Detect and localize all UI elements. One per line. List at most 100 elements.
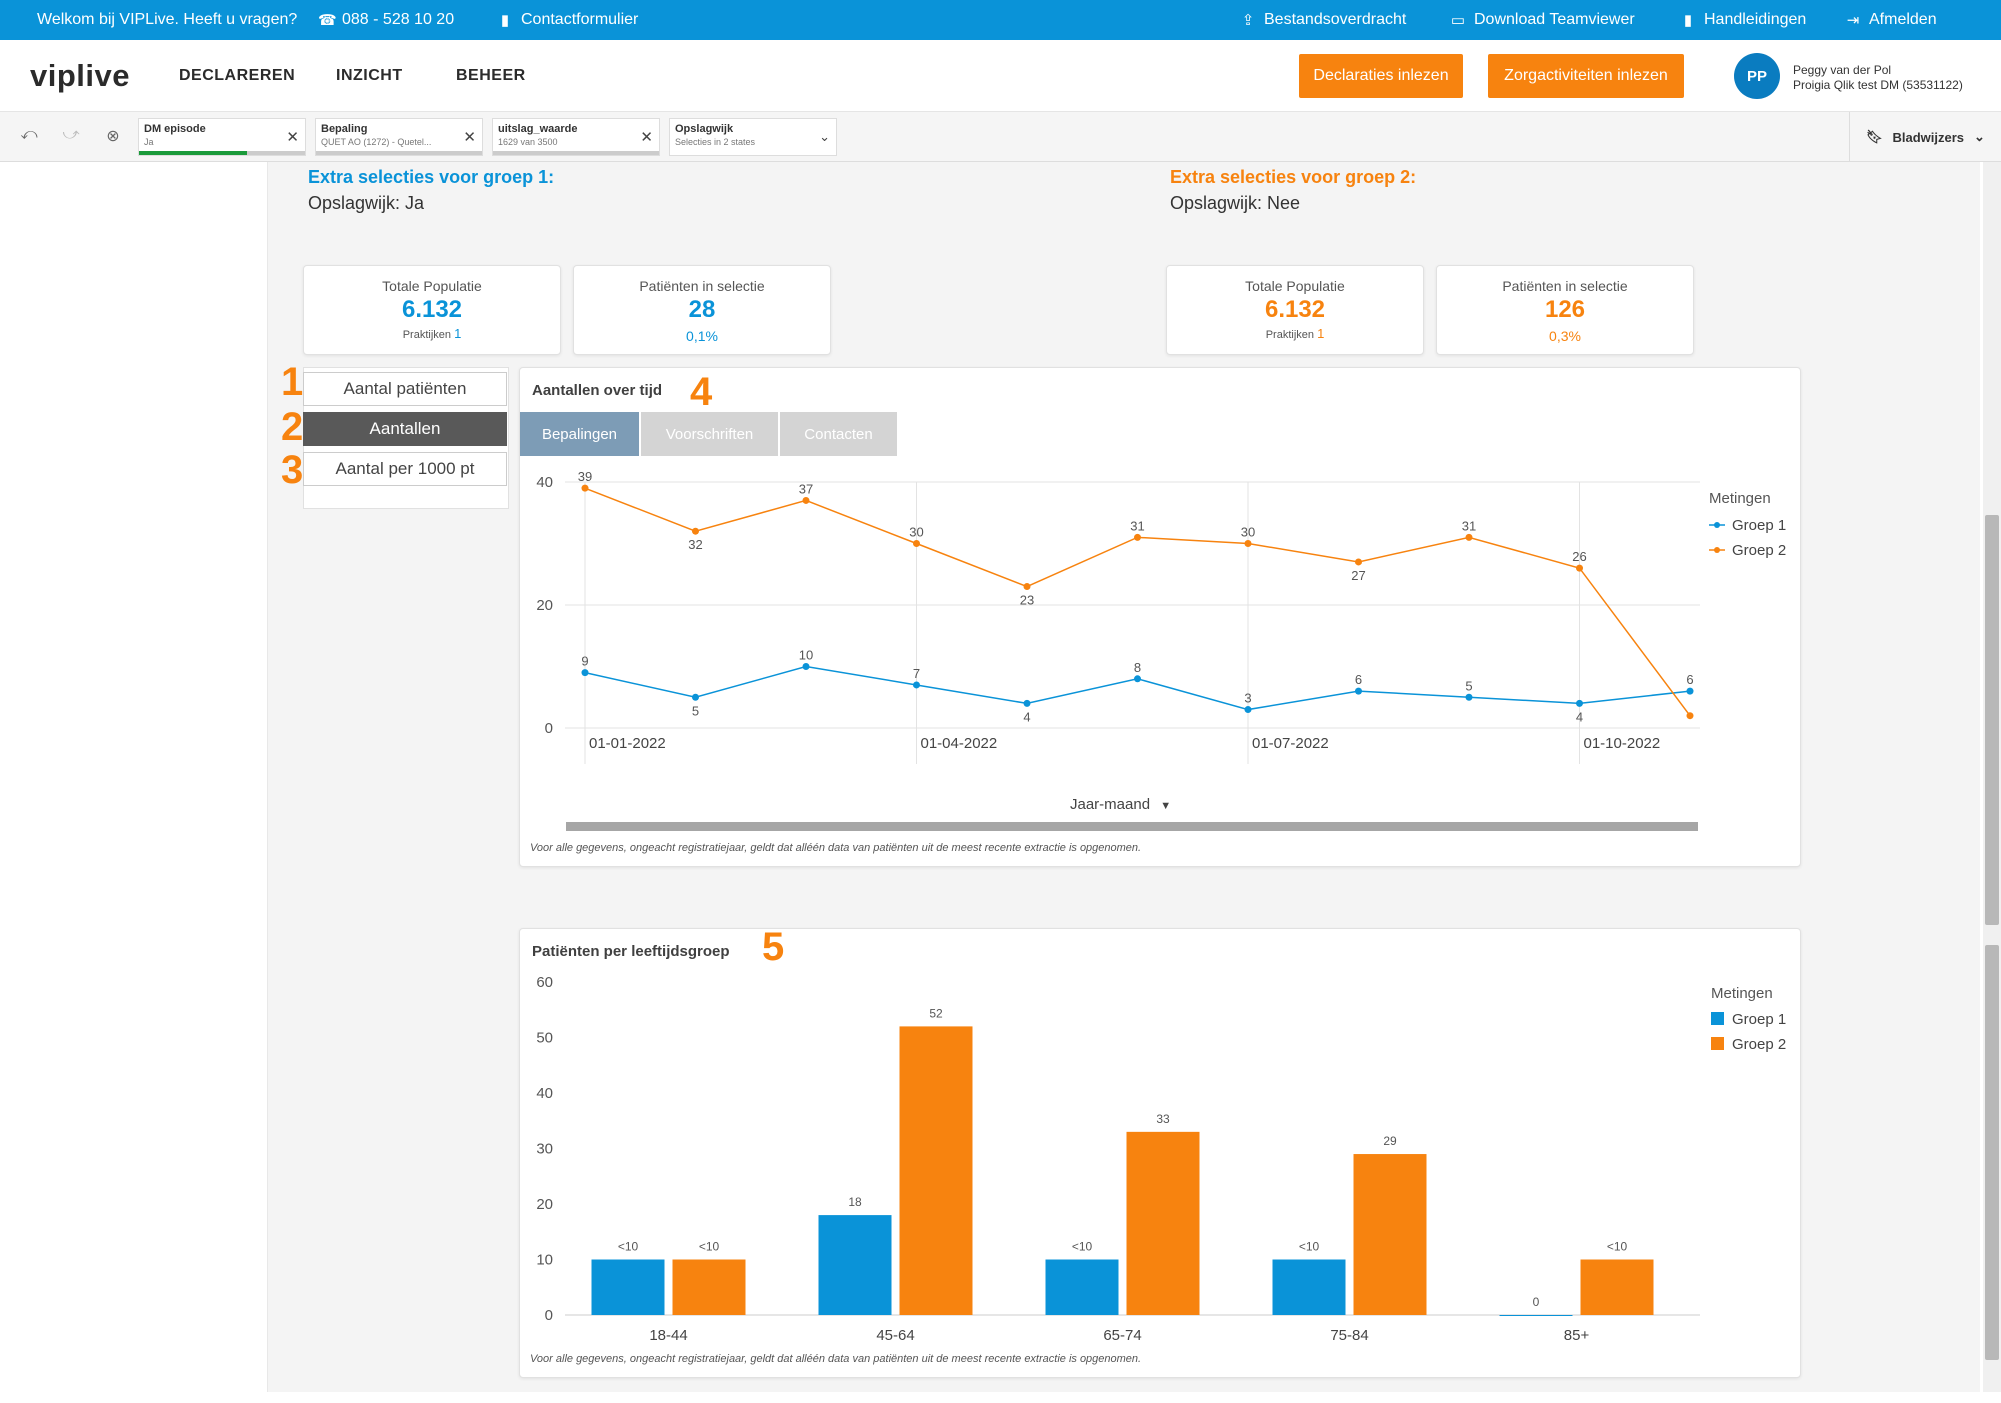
data-label: 39 [578,469,592,484]
scrollbar-thumb[interactable] [1985,515,1999,925]
marker-5: 5 [762,925,785,969]
praktijken-label: Praktijken [1265,329,1314,341]
y-tick-label: 10 [536,1252,553,1269]
bar-label: 33 [1156,1112,1170,1126]
line-chart-title: Aantallen over tijd [532,382,663,399]
bar-chart-title: Patiënten per leeftijdsgroep [532,943,730,960]
y-tick-label: 40 [536,474,553,491]
contact-link[interactable]: ▮ Contactformulier [497,11,639,29]
bar-groep-2 [1126,1131,1200,1315]
chip-title: DM episode [144,123,206,135]
chip-title: Opslagwijk [675,123,734,135]
data-point [692,693,699,701]
data-label: 23 [1020,593,1034,608]
dimension-selector[interactable]: Jaar-maand ▼ [1070,796,1171,813]
y-tick-label: 0 [545,720,553,737]
close-icon[interactable]: ✕ [286,129,299,146]
data-point [1686,712,1694,720]
clear-selections-icon[interactable]: ⊗ [106,128,120,145]
declaraties-inlezen-button[interactable]: Declaraties inlezen [1299,54,1463,98]
phone-icon: ☎ [318,12,337,29]
viplive-logo[interactable]: viplive [30,58,130,93]
welcome-label: Welkom bij VIPLive. Heeft u vragen? [37,11,298,28]
chevron-down-icon[interactable]: ⌄ [819,129,830,144]
chip-subtitle: Selecties in 2 states [675,137,756,147]
x-tick-label: 01-07-2022 [1252,735,1329,752]
x-tick-label: 45-64 [876,1327,914,1344]
data-label: 31 [1130,518,1144,533]
chevron-down-icon: ⌄ [1974,129,1985,144]
kpi-praktijken: Praktijken 1 [1167,326,1423,341]
nav-inzicht[interactable]: INZICHT [336,67,403,84]
selection-chip-bepaling[interactable]: Bepaling QUET AO (1272) - Quetel... ✕ [315,118,483,156]
aantal-patienten-button[interactable]: Aantal patiënten [303,372,507,406]
bar-chart: 0 10 20 30 40 50 60 18-44 <10 <10 45-64 18 52 65-74 <1… [536,974,1786,1344]
line-chart-footnote: Voor alle gegevens, ongeacht registratie… [530,842,1142,854]
aantal-per-1000-button[interactable]: Aantal per 1000 pt [303,452,507,486]
bookmark-icon: 🔖︎ [1866,129,1883,144]
chip-title: Bepaling [321,123,368,135]
data-label: 32 [688,537,702,552]
upload-icon: ⇪ [1241,12,1255,29]
nav-declareren[interactable]: DECLAREREN [179,67,296,84]
logout-link[interactable]: ⇥ Afmelden [1845,11,1937,29]
aantallen-button[interactable]: Aantallen [303,412,507,446]
data-label: 6 [1355,672,1362,687]
bar-groep-1 [818,1215,892,1315]
x-tick-label: 01-10-2022 [1584,735,1661,752]
phone-link[interactable]: ☎ 088 - 528 10 20 [318,11,454,29]
bar-groep-2 [1353,1154,1427,1315]
data-label: 30 [909,525,923,540]
tab-bepalingen[interactable]: Bepalingen [520,412,640,456]
legend-title: Metingen [1711,985,1773,1002]
data-point [692,527,699,535]
bar-chart-footnote: Voor alle gegevens, ongeacht registratie… [530,1353,1142,1365]
data-point [1355,687,1362,695]
bar-groep-2 [672,1259,746,1315]
close-icon[interactable]: ✕ [463,129,476,146]
legend-marker [1714,547,1720,553]
bookmarks-button[interactable]: 🔖︎ Bladwijzers ⌄ [1849,112,2001,162]
chart-scrollbar[interactable] [566,822,1698,831]
group1-title: Extra selecties voor groep 1: [308,167,555,187]
transfer-link[interactable]: ⇪ Bestandsoverdracht [1240,11,1407,29]
close-icon[interactable]: ✕ [640,129,653,146]
kpi-value: 126 [1544,296,1586,323]
data-label: 7 [913,666,920,681]
bar-groep-1 [591,1259,665,1315]
scrollbar-thumb-lower[interactable] [1985,945,1999,1360]
chip-subtitle: 1629 van 3500 [498,137,558,147]
phone-label: 088 - 528 10 20 [342,11,455,28]
bar-label: <10 [1072,1240,1093,1254]
data-point [1465,693,1473,701]
teamviewer-link[interactable]: ▭ Download Teamviewer [1450,11,1635,29]
top-info-bar: Welkom bij VIPLive. Heeft u vragen? ☎ 088… [0,0,2001,40]
tab-voorschriften[interactable]: Voorschriften [641,412,779,456]
data-point [1023,583,1031,591]
selection-chip-opslagwijk[interactable]: Opslagwijk Selecties in 2 states ⌄ [669,118,837,156]
user-avatar[interactable]: PP [1734,53,1780,99]
chip-progress [316,151,482,155]
selections-forward-icon[interactable]: ⤻ [62,126,80,143]
data-point [581,669,589,677]
tab-contacten[interactable]: Contacten [780,412,898,456]
logout-icon: ⇥ [1846,12,1860,29]
praktijken-value: 1 [454,326,462,341]
legend-entry: Groep 2 [1732,542,1786,559]
selection-chip-dm-episode[interactable]: DM episode Ja ✕ [138,118,306,156]
chip-progress [493,151,659,155]
data-label: 3 [1244,691,1251,706]
kpi-label: Patiënten in selectie [1502,278,1628,294]
manuals-link[interactable]: ▮ Handleidingen [1680,11,1806,29]
praktijken-value: 1 [1317,326,1325,341]
selection-chip-uitslag-waarde[interactable]: uitslag_waarde 1629 van 3500 ✕ [492,118,660,156]
bar-label: <10 [618,1240,639,1254]
legend-entry: Groep 1 [1732,517,1786,534]
nav-beheer[interactable]: BEHEER [456,67,526,84]
selections-back-icon[interactable]: ⤺ [20,126,38,143]
chip-subtitle: Ja [144,137,154,147]
legend-marker [1714,522,1720,528]
user-name: Peggy van der Pol [1793,63,1892,77]
zorgactiviteiten-inlezen-button[interactable]: Zorgactiviteiten inlezen [1488,54,1684,98]
x-tick-label: 65-74 [1103,1327,1141,1344]
